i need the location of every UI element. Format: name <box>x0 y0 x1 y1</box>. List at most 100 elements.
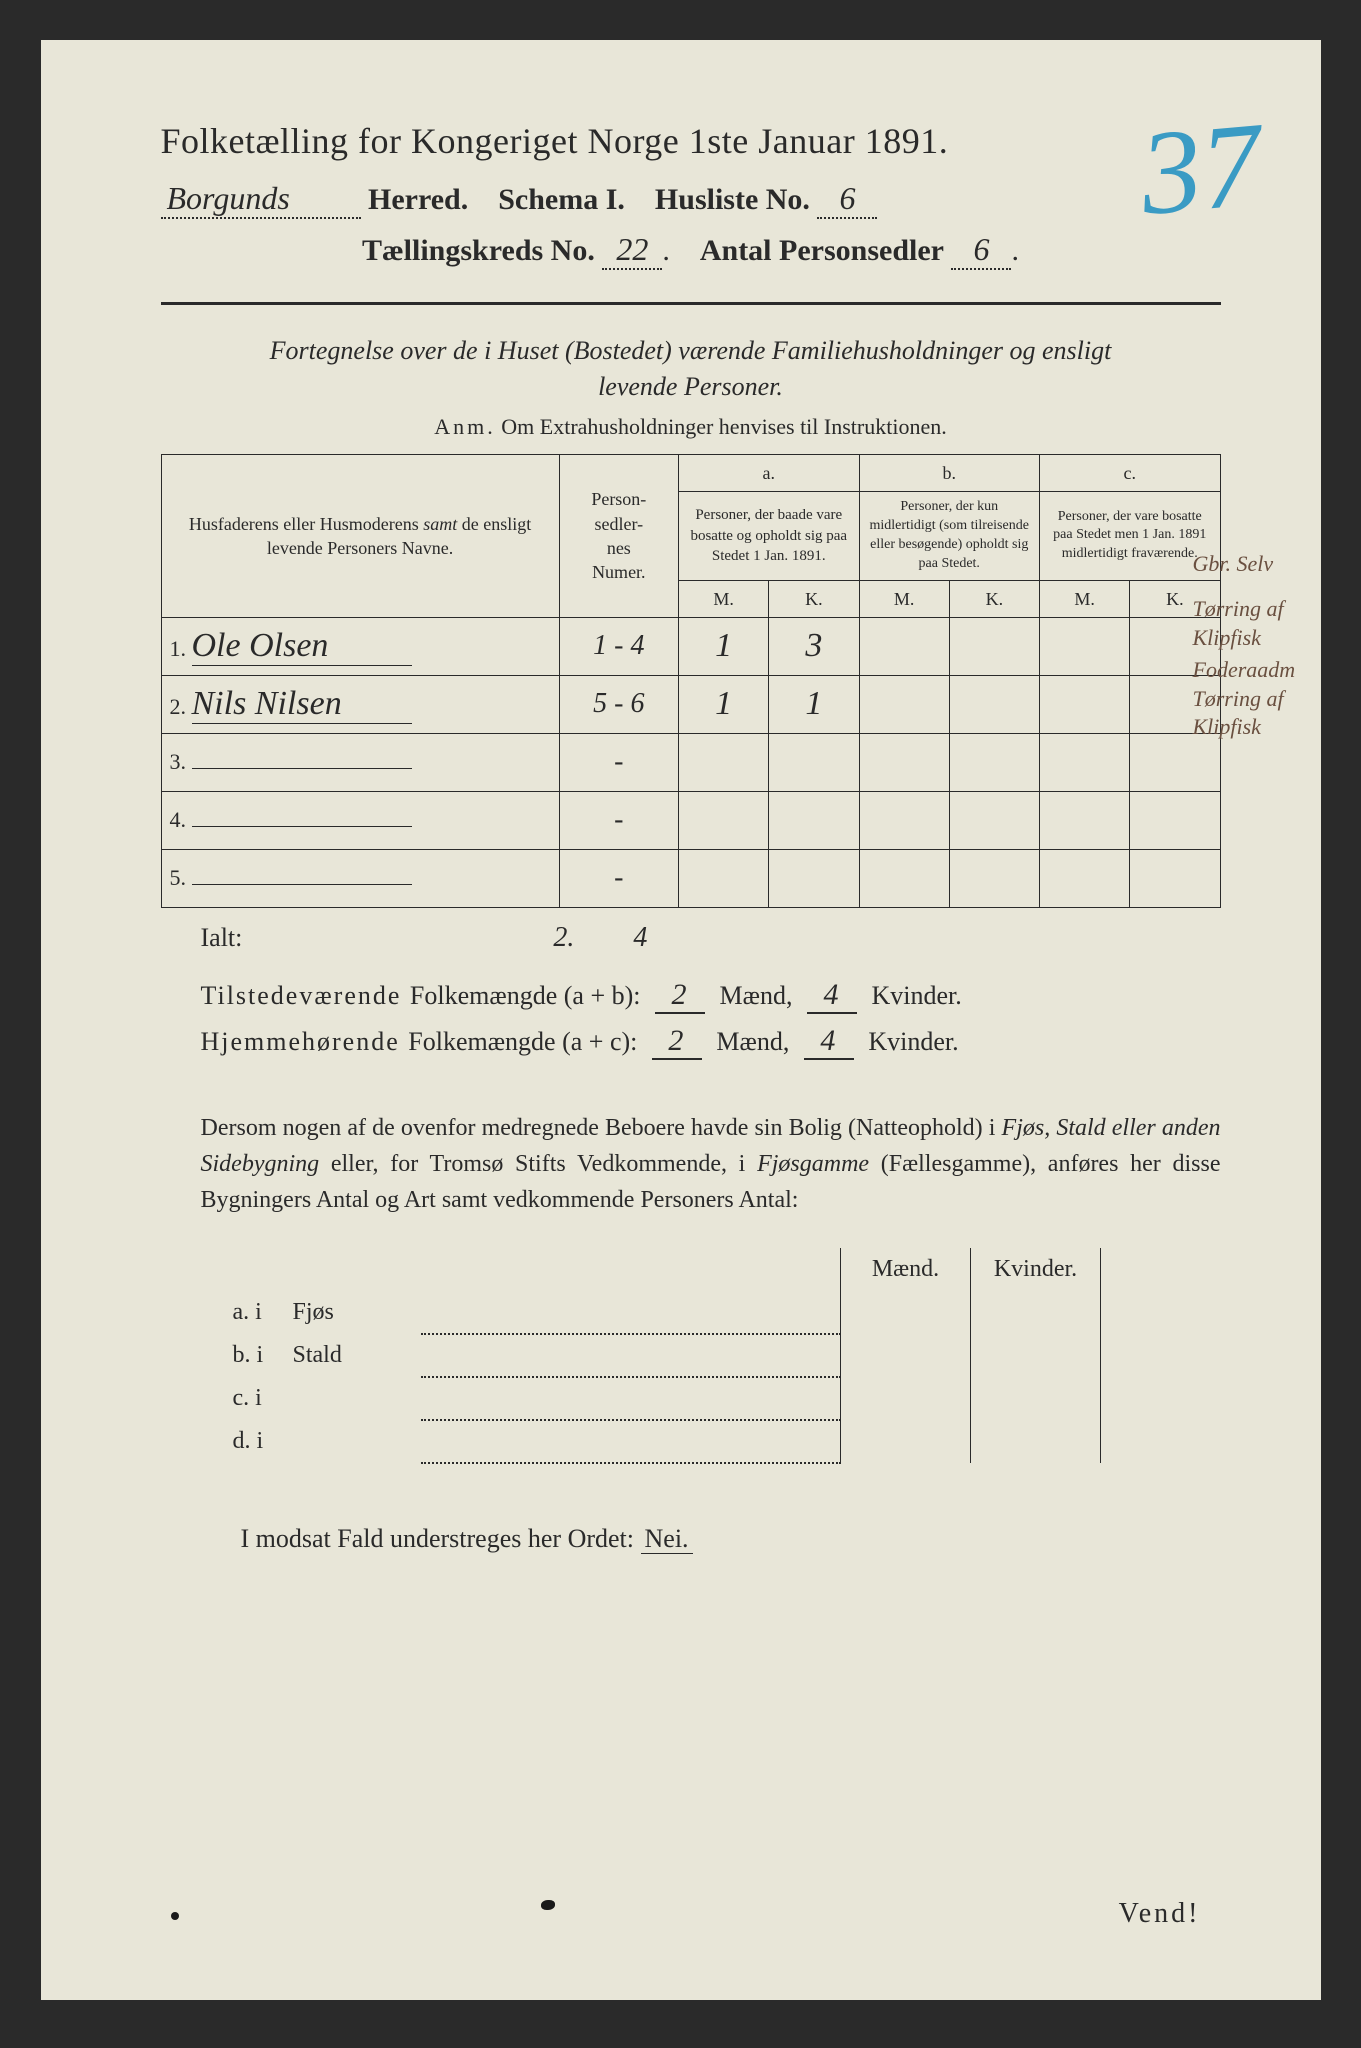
census-form-page: 37 Folketælling for Kongeriget Norge 1st… <box>41 40 1321 2000</box>
bottom-line: I modsat Fald understreges her Ordet: Ne… <box>241 1524 1221 1554</box>
lower-dots <box>421 1420 841 1463</box>
lower-m-cell <box>841 1377 971 1420</box>
ialt-label: Ialt: <box>201 923 243 952</box>
th-c-m: M. <box>1039 580 1129 617</box>
row-num-cell: - <box>559 733 678 791</box>
th-b-text: Personer, der kun midlertidigt (som tilr… <box>859 492 1039 581</box>
row-a-k: 3 <box>769 617 859 675</box>
ink-blot-small <box>171 1912 179 1920</box>
lower-row: d. i <box>221 1420 1101 1463</box>
anm-text: Om Extrahusholdninger henvises til Instr… <box>501 414 946 439</box>
row-num-cell: 1 - 4 <box>559 617 678 675</box>
lower-k-cell <box>971 1334 1101 1377</box>
row-a-k <box>769 791 859 849</box>
schema-label: Schema I. <box>498 183 625 216</box>
personsedler-value: 6 <box>951 231 1011 270</box>
row-a-m <box>679 733 769 791</box>
sum2-kvinder: Kvinder. <box>868 1027 958 1056</box>
row-b-m <box>859 791 949 849</box>
sum1-m: 2 <box>655 978 705 1014</box>
row-b-m <box>859 849 949 907</box>
header-row-1: Borgunds Herred. Schema I. Husliste No. … <box>161 180 1221 219</box>
row-a-m: 1 <box>679 617 769 675</box>
row-a-k <box>769 849 859 907</box>
lower-maend-head: Mænd. <box>841 1248 971 1291</box>
row-b-m <box>859 617 949 675</box>
lower-row: c. i <box>221 1377 1101 1420</box>
row-b-k <box>949 617 1039 675</box>
table-row: 4. - <box>161 791 1220 849</box>
summary-line-2: Hjemmehørende Folkemængde (a + c): 2 Mæn… <box>201 1024 1221 1060</box>
sum2-a: Hjemmehørende <box>201 1027 400 1056</box>
row-num-cell: - <box>559 791 678 849</box>
lower-type <box>281 1420 421 1463</box>
th-a-label: a. <box>679 454 859 491</box>
anm-prefix: Anm. <box>434 414 496 439</box>
th-c-label: c. <box>1039 454 1220 491</box>
ialt-m: 2. <box>529 922 599 954</box>
lower-m-cell <box>841 1334 971 1377</box>
main-title: Folketælling for Kongeriget Norge 1ste J… <box>161 120 1221 162</box>
row-name-cell: 2. Nils Nilsen <box>161 675 559 733</box>
sum2-b: Folkemængde (a + c): <box>408 1027 637 1056</box>
row-a-k: 1 <box>769 675 859 733</box>
nei-word: Nei. <box>641 1524 693 1554</box>
lower-lab: c. i <box>221 1377 281 1420</box>
summary-line-1: Tilstedeværende Folkemængde (a + b): 2 M… <box>201 978 1221 1014</box>
th-b-m: M. <box>859 580 949 617</box>
annotation-line: Anm. Om Extrahusholdninger henvises til … <box>161 414 1221 440</box>
lower-lab: d. i <box>221 1420 281 1463</box>
row-a-m: 1 <box>679 675 769 733</box>
ialt-k: 4 <box>605 922 675 954</box>
row-b-m <box>859 675 949 733</box>
lower-k-cell <box>971 1420 1101 1463</box>
header-section: Folketælling for Kongeriget Norge 1ste J… <box>161 120 1221 305</box>
table-row: 2. Nils Nilsen5 - 611 <box>161 675 1220 733</box>
sum1-k: 4 <box>807 978 857 1014</box>
lower-dots <box>421 1334 841 1377</box>
sum1-kvinder: Kvinder. <box>871 981 961 1010</box>
subtitle: Fortegnelse over de i Huset (Bostedet) v… <box>161 333 1221 406</box>
husliste-label: Husliste No. <box>655 183 810 216</box>
lower-lab: b. i <box>221 1334 281 1377</box>
lower-k-cell <box>971 1377 1101 1420</box>
th-b-label: b. <box>859 454 1039 491</box>
row-c-m <box>1039 733 1129 791</box>
row-b-k <box>949 849 1039 907</box>
husliste-value: 6 <box>817 180 877 219</box>
ink-blot <box>541 1900 555 1910</box>
sum1-a: Tilstedeværende <box>201 981 402 1010</box>
lower-m-cell <box>841 1291 971 1334</box>
lower-dots <box>421 1377 841 1420</box>
lower-type: Stald <box>281 1334 421 1377</box>
herred-label: Herred. <box>368 183 468 216</box>
sum1-maend: Mænd, <box>720 981 793 1010</box>
lower-type <box>281 1377 421 1420</box>
lower-k-cell <box>971 1291 1101 1334</box>
lower-type: Fjøs <box>281 1291 421 1334</box>
lower-kvinder-head: Kvinder. <box>971 1248 1101 1291</box>
household-table: Husfaderens eller Husmoderens samt de en… <box>161 454 1221 908</box>
bottom-text: I modsat Fald understreges her Ordet: <box>241 1524 635 1553</box>
sum2-m: 2 <box>652 1024 702 1060</box>
row-a-m <box>679 849 769 907</box>
header-row-2: Tællingskreds No. 22. Antal Personsedler… <box>161 231 1221 270</box>
row-b-k <box>949 791 1039 849</box>
lower-row: b. iStald <box>221 1334 1101 1377</box>
row-c-m <box>1039 617 1129 675</box>
lower-lab: a. i <box>221 1291 281 1334</box>
th-a-text: Personer, der baade vare bosatte og opho… <box>679 492 859 581</box>
row-name-cell: 5. <box>161 849 559 907</box>
subtitle-line2: levende Personer. <box>598 372 783 401</box>
row-c-m <box>1039 675 1129 733</box>
lower-m-cell <box>841 1420 971 1463</box>
row-b-k <box>949 733 1039 791</box>
margin-note-row1: Tørring af Klipfisk <box>1193 595 1303 652</box>
table-row: 5. - <box>161 849 1220 907</box>
row-c-k <box>1130 791 1220 849</box>
lower-row: a. iFjøs <box>221 1291 1101 1334</box>
th-names: Husfaderens eller Husmoderens samt de en… <box>161 454 559 617</box>
kreds-value: 22 <box>602 231 662 270</box>
herred-value: Borgunds <box>161 180 361 219</box>
lower-table: Mænd. Kvinder. a. iFjøsb. iStaldc. id. i <box>221 1248 1102 1464</box>
